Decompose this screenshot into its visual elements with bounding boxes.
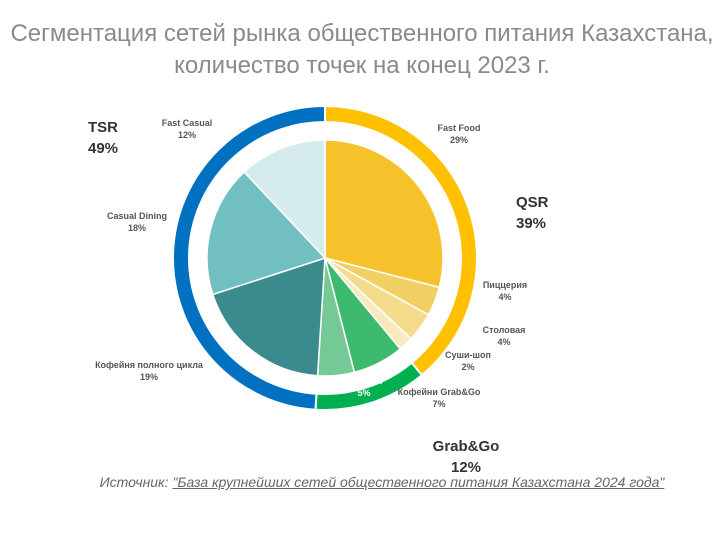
source-note: Источник: "База крупнейших сетей обществ… [0,474,724,490]
slice-label-суши-шоп: Суши-шоп [445,350,491,360]
slice-label-столовая: Столовая [483,325,526,335]
slice-value-fast-casual: 12% [178,130,196,140]
source-prefix: Источник: [99,474,173,490]
slice-label-fast-casual: Fast Casual [162,118,213,128]
slice-кофейня-полного-цикла [211,256,326,377]
slice-value-пиццерия: 4% [498,292,511,302]
outer-value-qsr: 39% [516,215,546,232]
outer-value-tsr: 49% [88,140,118,157]
slice-casual-dining [206,170,327,296]
outer-label-tsr: TSR [88,119,118,136]
slice-value-кофейни-grab-go: 7% [432,399,445,409]
slice-value-casual-dining: 18% [128,223,146,233]
slice-value-fast-food: 29% [450,135,468,145]
slice-label-кофейня-полного-цикла: Кофейня полного цикла [95,360,204,370]
slice-value-столовая: 4% [497,337,510,347]
outer-value-grab-go: 12% [451,459,481,476]
slice-fast-casual [243,139,326,260]
slice-label-fast-food: Fast Food [438,123,481,133]
slice-value-пекарня: 5% [357,388,370,398]
slice-value-кофейня-полного-цикла: 19% [140,372,158,382]
outer-segment-tsr [172,104,326,411]
slice-label-пиццерия: Пиццерия [483,280,527,290]
slice-label-casual-dining: Casual Dining [107,211,167,221]
outer-label-grab-go: Grab&Go [433,438,500,455]
source-link[interactable]: "База крупнейших сетей общественного пит… [172,474,665,490]
slice-label-кофейни-grab-go: Кофейни Grab&Go [398,387,481,397]
outer-label-qsr: QSR [516,194,549,211]
chart-title-line2: количество точек на конец 2023 г. [174,52,550,79]
chart-title: Сегментация сетей рынка общественного пи… [0,18,724,82]
slice-value-суши-шоп: 2% [461,362,474,372]
chart-title-line1: Сегментация сетей рынка общественного пи… [10,20,714,47]
slice-fast-food [324,139,444,289]
slice-label-пекарня: Пекарня [345,376,382,386]
